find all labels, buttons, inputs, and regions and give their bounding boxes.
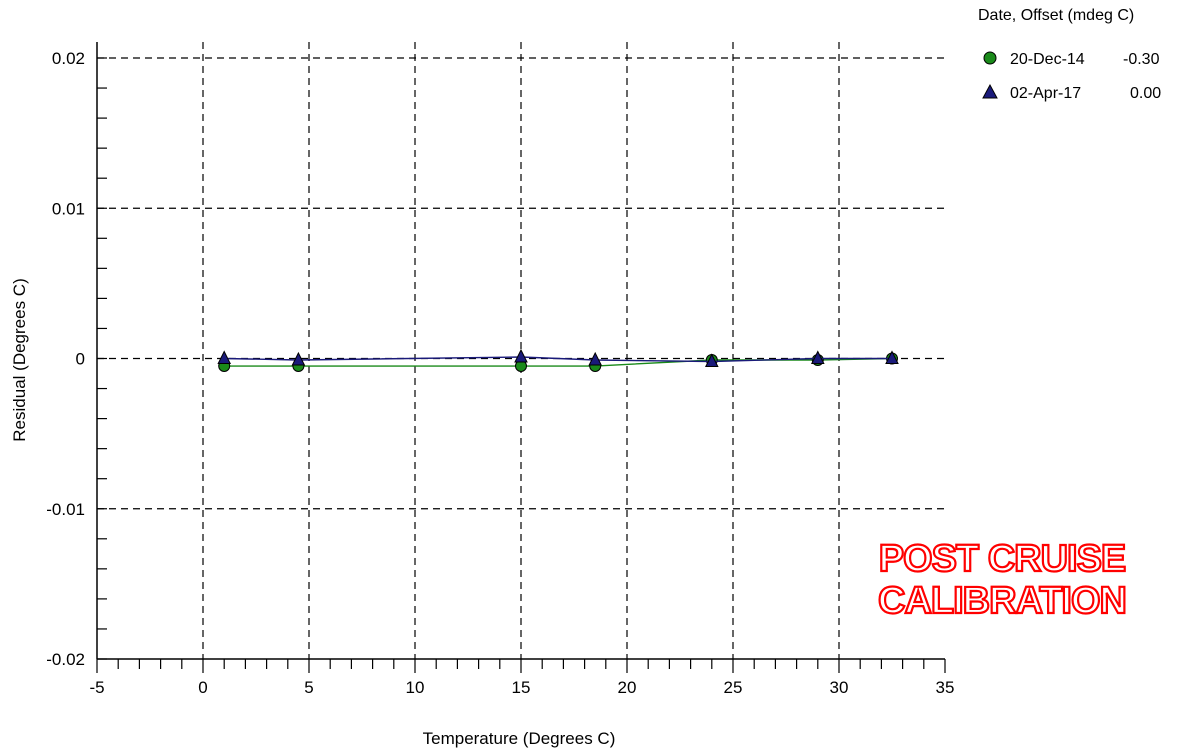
- legend-marker-triangle: [982, 83, 998, 99]
- legend: Date, Offset (mdeg C) 20-Dec-14 -0.30 02…: [978, 7, 1161, 102]
- legend-series-2-offset: 0.00: [1130, 85, 1161, 102]
- x-tick-label: 20: [618, 678, 637, 697]
- data-point-triangle: [885, 350, 899, 364]
- axes: [96, 42, 946, 673]
- y-axis-title: Residual (Degrees C): [10, 278, 29, 441]
- x-tick-label: -5: [89, 678, 104, 697]
- data-point-triangle: [810, 350, 825, 364]
- tick-labels: -5 0 5 10 15 20 25 30 35 0.02 0.01 0 -0.01 -0.02: [46, 49, 954, 697]
- x-tick-label: 5: [304, 678, 313, 697]
- y-tick-label: 0.01: [52, 199, 85, 218]
- legend-marker-circle: [983, 51, 997, 65]
- legend-series-1-name: 20-Dec-14: [1010, 51, 1085, 68]
- x-tick-label: 0: [198, 678, 207, 697]
- series-line-2: [224, 356, 892, 363]
- x-tick-label: 15: [512, 678, 531, 697]
- post-cruise-calibration-stamp: POST CRUISE CALIBRATION: [842, 537, 1162, 623]
- x-tick-label: 30: [830, 678, 849, 697]
- legend-series-1-offset: -0.30: [1123, 51, 1160, 68]
- y-tick-label: -0.01: [46, 500, 85, 519]
- y-tick-label: 0.02: [52, 49, 85, 68]
- data-point-triangle: [217, 350, 232, 364]
- x-axis-title: Temperature (Degrees C): [423, 729, 616, 748]
- data-point-triangle: [588, 351, 603, 366]
- series-layer: [217, 348, 899, 373]
- data-point-triangle: [291, 351, 306, 366]
- x-tick-label: 25: [724, 678, 743, 697]
- x-tick-label: 35: [936, 678, 955, 697]
- x-tick-label: 10: [406, 678, 425, 697]
- data-point-triangle: [514, 348, 528, 363]
- stamp-line-2: CALIBRATION: [877, 579, 1128, 623]
- stamp-line-1: POST CRUISE: [878, 537, 1128, 581]
- legend-title: Date, Offset (mdeg C): [978, 7, 1134, 24]
- y-tick-label: 0: [76, 350, 85, 369]
- y-tick-label: -0.02: [46, 650, 85, 669]
- data-point-triangle: [704, 353, 719, 368]
- legend-series-2-name: 02-Apr-17: [1010, 85, 1081, 102]
